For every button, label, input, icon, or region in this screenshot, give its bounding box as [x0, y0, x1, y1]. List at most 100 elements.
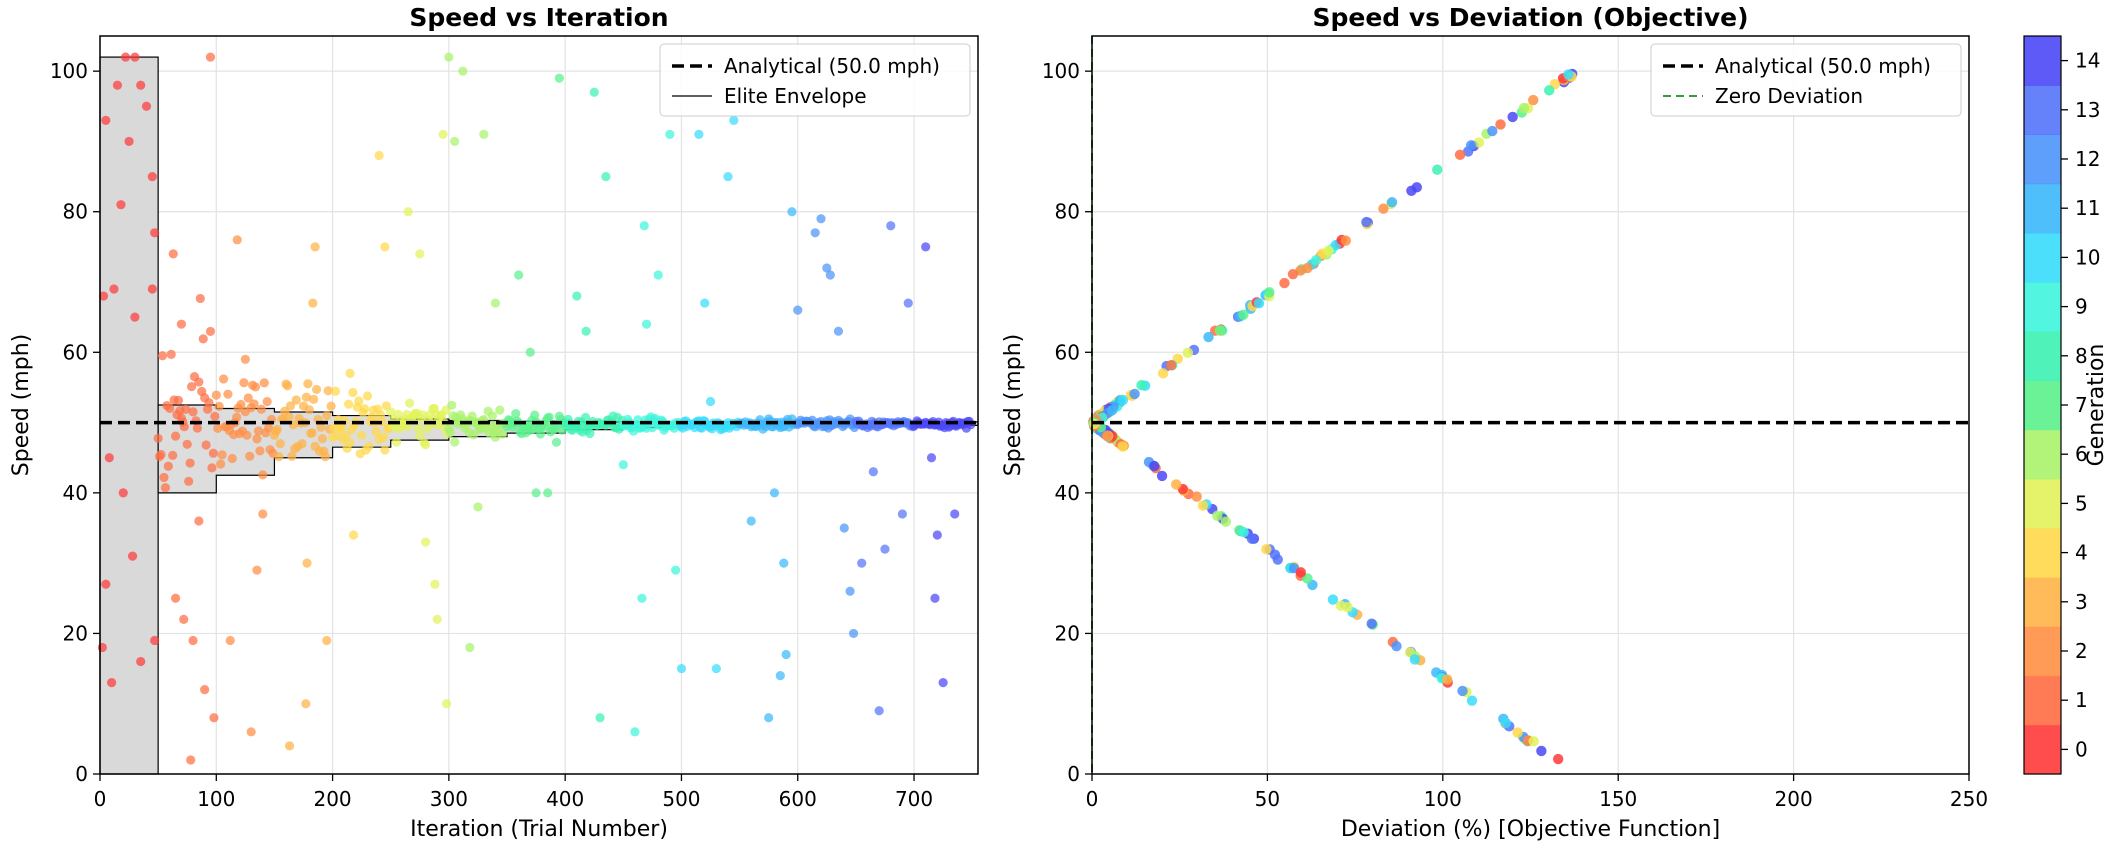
iteration-point [227, 453, 237, 464]
deviation-point [1366, 618, 1377, 629]
iteration-point [285, 401, 296, 411]
iteration-point [441, 699, 452, 709]
iteration-point [357, 430, 367, 440]
iteration-point [585, 428, 595, 439]
iteration-point [816, 214, 826, 224]
deviation-point [1295, 567, 1307, 578]
y-tick-label: 60 [63, 340, 88, 364]
colorbar-cell [2024, 528, 2061, 578]
iteration-point [378, 432, 389, 443]
deviation-point [1323, 245, 1334, 256]
iteration-point [304, 405, 314, 415]
colorbar-tick-label: 12 [2075, 147, 2100, 171]
deviation-point [1246, 533, 1258, 544]
iteration-point [845, 586, 855, 596]
iteration-point [764, 713, 774, 723]
deviation-point [1171, 479, 1182, 490]
deviation-plot-frame [1091, 35, 1970, 775]
iteration-point [200, 685, 210, 695]
iteration-point [348, 530, 359, 540]
iteration-point [188, 635, 198, 646]
iteration-point [259, 378, 269, 388]
deviation-point [1552, 753, 1564, 765]
colorbar-cell [2024, 478, 2061, 529]
deviation-point [1191, 491, 1202, 502]
iteration-point [421, 537, 431, 547]
iteration-point [595, 713, 605, 723]
colorbar-cell [2024, 134, 2061, 185]
iteration-point [671, 565, 681, 575]
deviation-point [1536, 745, 1547, 757]
deviation-point [1340, 235, 1352, 246]
deviation-point [1454, 149, 1466, 161]
iteration-chart: 0 100 200 300 400 500 600 700 0 20 40 60 80 100 Speed… [9, 3, 979, 842]
iteration-point [637, 593, 647, 603]
colorbar-cell [2024, 429, 2061, 480]
y-tick-label: 20 [1055, 621, 1080, 645]
colorbar-tick-label: 14 [2075, 49, 2100, 73]
iteration-point [198, 334, 208, 344]
y-tick-label: 100 [1042, 59, 1080, 83]
x-tick-label: 700 [895, 787, 933, 811]
iteration-y-axis-label: Speed (mph) [9, 334, 34, 476]
iteration-point [192, 423, 202, 433]
colorbar-tick-label: 7 [2075, 393, 2088, 417]
iteration-point [205, 326, 216, 337]
iteration-point [348, 387, 358, 398]
iteration-point [418, 410, 428, 420]
iteration-point [182, 439, 192, 449]
iteration-point [415, 249, 425, 259]
iteration-point [511, 408, 521, 419]
iteration-point [195, 293, 205, 304]
iteration-point [310, 242, 320, 252]
deviation-point [1528, 94, 1539, 106]
colorbar-cell [2024, 183, 2061, 234]
iteration-point [218, 374, 229, 384]
iteration-point [447, 400, 457, 410]
iteration-point [317, 434, 328, 444]
iteration-point [468, 430, 479, 440]
iteration-point [253, 426, 264, 436]
iteration-point [525, 347, 535, 357]
iteration-point [336, 423, 346, 433]
deviation-point [1302, 573, 1313, 584]
y-tick-label: 0 [1067, 762, 1080, 786]
iteration-point [176, 319, 187, 329]
iteration-point [116, 200, 126, 210]
iteration-point [326, 401, 336, 411]
deviation-point [1457, 685, 1468, 697]
iteration-point [297, 439, 307, 449]
iteration-point [232, 235, 242, 245]
legend-analytical-label: Analytical (50.0 mph) [724, 54, 940, 78]
colorbar-cell [2024, 675, 2061, 726]
iteration-point [320, 452, 330, 462]
iteration-point [490, 298, 500, 308]
iteration-point [308, 298, 318, 308]
colorbar-cell [2024, 36, 2061, 86]
colorbar-tick-label: 2 [2075, 639, 2088, 663]
iteration-point [130, 312, 140, 322]
iteration-point [580, 412, 591, 423]
iteration-point [371, 427, 381, 437]
iteration-point [450, 437, 460, 447]
iteration-point [810, 228, 820, 238]
iteration-point [581, 326, 591, 336]
iteration-point [240, 354, 250, 364]
iteration-point [465, 642, 475, 653]
iteration-legend: Analytical (50.0 mph) Elite Envelope [659, 43, 971, 117]
iteration-point [163, 461, 173, 471]
colorbar-tick-label: 3 [2075, 590, 2088, 614]
deviation-y-axis-label: Speed (mph) [1001, 334, 1026, 476]
deviation-point [1507, 111, 1518, 123]
deviation-point [1149, 460, 1160, 472]
iteration-point [157, 351, 168, 361]
y-tick-label: 80 [63, 200, 88, 224]
iteration-point [136, 656, 146, 667]
deviation-point [1157, 368, 1169, 379]
colorbar-tick-label: 1 [2075, 688, 2088, 712]
iteration-point [848, 628, 859, 639]
colorbar-cell [2024, 85, 2061, 135]
iteration-point [249, 399, 259, 409]
iteration-point [210, 411, 220, 421]
